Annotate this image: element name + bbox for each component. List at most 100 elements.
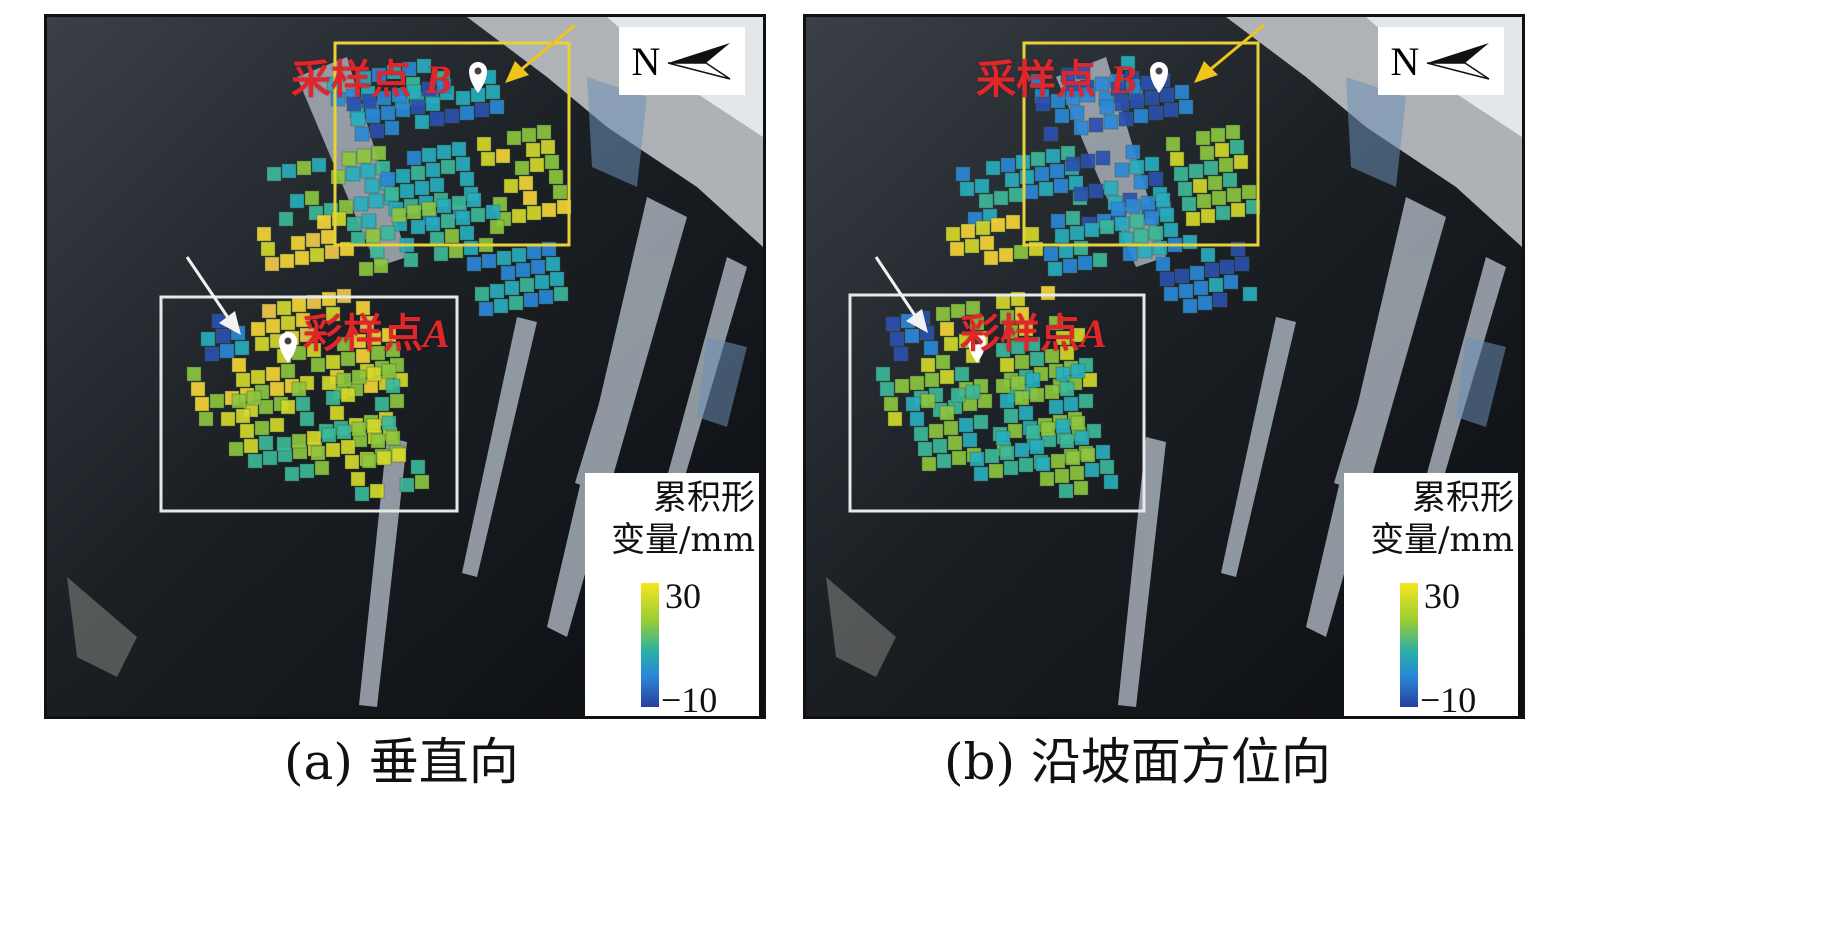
deformation-cell bbox=[366, 366, 382, 382]
deformation-cell bbox=[344, 454, 360, 470]
deformation-cell bbox=[979, 235, 995, 251]
deformation-cell bbox=[258, 435, 274, 451]
deformation-cell bbox=[999, 357, 1015, 373]
deformation-cell bbox=[1110, 81, 1126, 97]
deformation-cell bbox=[485, 204, 501, 220]
deformation-cell bbox=[1043, 246, 1059, 262]
deformation-cell bbox=[325, 354, 341, 370]
deformation-cell bbox=[1084, 462, 1100, 478]
deformation-cell bbox=[1196, 193, 1212, 209]
deformation-cell bbox=[521, 127, 537, 143]
deformation-cell bbox=[1065, 450, 1081, 466]
deformation-cell bbox=[436, 144, 452, 160]
deformation-cell bbox=[984, 448, 1000, 464]
deformation-cell bbox=[239, 423, 255, 439]
deformation-cell bbox=[389, 393, 405, 409]
deformation-cell bbox=[939, 405, 955, 421]
deformation-cell bbox=[351, 333, 367, 349]
deformation-cell bbox=[1069, 465, 1085, 481]
deformation-cell bbox=[960, 223, 976, 239]
deformation-cell bbox=[1063, 396, 1079, 412]
deformation-cell bbox=[1054, 228, 1070, 244]
deformation-cell bbox=[1178, 283, 1194, 299]
deformation-cell bbox=[943, 336, 959, 352]
deformation-cell bbox=[463, 240, 479, 256]
deformation-cell bbox=[265, 318, 281, 334]
deformation-cell bbox=[356, 70, 372, 86]
deformation-cell bbox=[536, 124, 552, 140]
deformation-cell bbox=[455, 90, 471, 106]
deformation-cell bbox=[1163, 222, 1179, 238]
deformation-cell bbox=[1014, 390, 1030, 406]
deformation-cell bbox=[538, 289, 554, 305]
deformation-cell bbox=[200, 331, 216, 347]
deformation-cell bbox=[1181, 196, 1197, 212]
deformation-cell bbox=[1197, 295, 1213, 311]
deformation-cell bbox=[1010, 375, 1026, 391]
deformation-cell bbox=[1040, 421, 1056, 437]
deformation-cell bbox=[879, 381, 895, 397]
map-panel-a: 采样点 B 彩样点A N 累积形 变量/mm 30 −10 bbox=[44, 14, 766, 719]
deformation-cell bbox=[371, 67, 387, 83]
deformation-cell bbox=[276, 436, 292, 452]
deformation-cell bbox=[324, 244, 340, 260]
deformation-cell bbox=[1069, 105, 1085, 121]
deformation-cell bbox=[529, 157, 545, 173]
deformation-cell bbox=[399, 183, 415, 199]
deformation-cell bbox=[466, 256, 482, 272]
pin-icon bbox=[469, 62, 487, 93]
deformation-cell bbox=[406, 84, 422, 100]
deformation-cell bbox=[459, 171, 475, 187]
deformation-cell bbox=[384, 186, 400, 202]
deformation-cell bbox=[220, 411, 236, 427]
deformation-cell bbox=[1223, 274, 1239, 290]
deformation-cell bbox=[406, 150, 422, 166]
deformation-cell bbox=[1222, 172, 1238, 188]
deformation-cell bbox=[258, 399, 274, 415]
deformation-cell bbox=[1208, 277, 1224, 293]
deformation-cell bbox=[936, 453, 952, 469]
deformation-cell bbox=[1114, 96, 1130, 112]
deformation-cell bbox=[436, 78, 452, 94]
deformation-cell bbox=[385, 342, 401, 358]
deformation-cell bbox=[401, 61, 417, 77]
deformation-cell bbox=[1030, 151, 1046, 167]
deformation-cell bbox=[1155, 192, 1171, 208]
deformation-cell bbox=[947, 435, 963, 451]
deformation-cell bbox=[385, 378, 401, 394]
deformation-cell bbox=[425, 216, 441, 232]
deformation-cell bbox=[250, 321, 266, 337]
deformation-cell bbox=[314, 460, 330, 476]
deformation-cell bbox=[958, 417, 974, 433]
arrow-a bbox=[874, 256, 922, 324]
deformation-cell bbox=[305, 232, 321, 248]
deformation-cell bbox=[380, 171, 396, 187]
sample-point-b-label: 采样点 B bbox=[976, 57, 1137, 103]
colorbar-legend: 累积形 变量/mm 30 −10 bbox=[585, 473, 759, 716]
deformation-cell bbox=[1035, 96, 1051, 112]
deformation-cell bbox=[444, 108, 460, 124]
deformation-cell bbox=[998, 247, 1014, 263]
deformation-cell bbox=[924, 372, 940, 388]
deformation-cell bbox=[474, 102, 490, 118]
deformation-cell bbox=[406, 204, 422, 220]
deformation-cell bbox=[1054, 468, 1070, 484]
deformation-cell bbox=[1140, 195, 1156, 211]
deformation-cell bbox=[1114, 216, 1130, 232]
deformation-cell bbox=[190, 381, 206, 397]
deformation-cell bbox=[1055, 366, 1071, 382]
deformation-cell bbox=[355, 300, 371, 316]
deformation-cell bbox=[1211, 190, 1227, 206]
deformation-cell bbox=[280, 363, 296, 379]
deformation-cell bbox=[1025, 424, 1041, 440]
deformation-cell bbox=[247, 453, 263, 469]
deformation-cell bbox=[975, 220, 991, 236]
deformation-cell bbox=[299, 327, 315, 343]
deformation-cell bbox=[962, 432, 978, 448]
deformation-cell bbox=[1014, 306, 1030, 322]
deformation-cell bbox=[1193, 280, 1209, 296]
deformation-cell bbox=[1200, 247, 1216, 263]
deformation-cell bbox=[489, 283, 505, 299]
deformation-cell bbox=[1241, 184, 1257, 200]
map-panel-b: 采样点 B 彩样点A N 累积形 变量/mm 30 −10 bbox=[803, 14, 1525, 719]
